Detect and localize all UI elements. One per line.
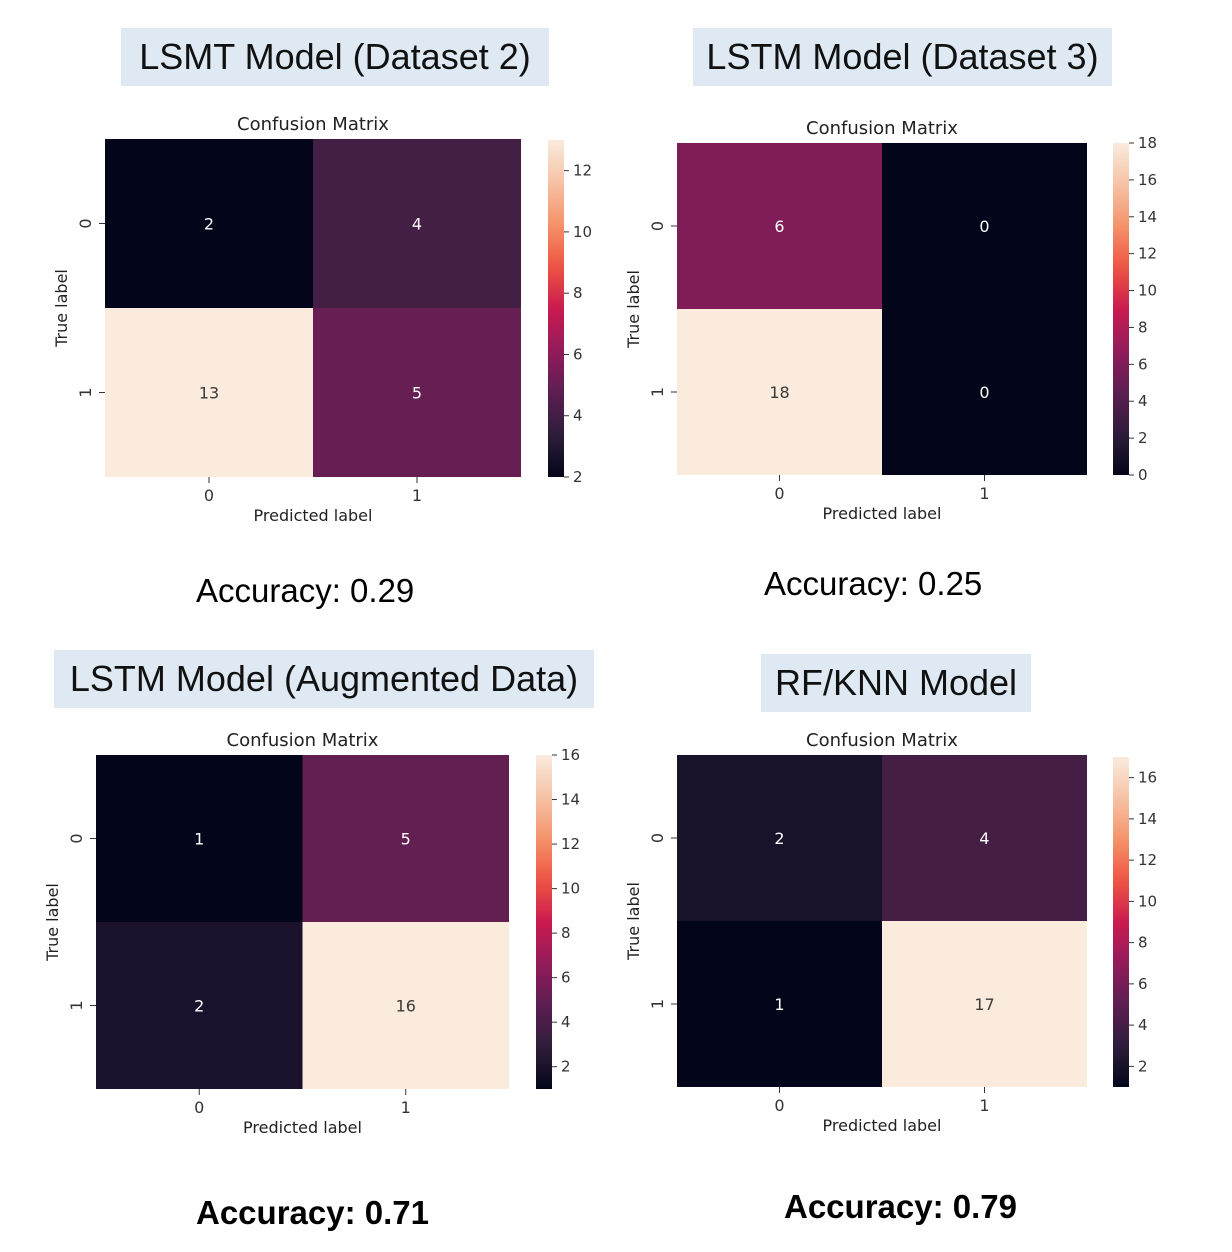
colorbar-tick-label: 2 (561, 1058, 571, 1076)
accuracy-label: Accuracy: 0.71 (196, 1194, 429, 1232)
y-tick-label: 1 (76, 387, 95, 397)
x-tick-label: 1 (412, 486, 422, 505)
chart-title: Confusion Matrix (227, 730, 379, 751)
cell-value-label: 16 (396, 997, 416, 1016)
cell-value-label: 2 (774, 829, 784, 848)
colorbar-tick-label: 8 (561, 924, 571, 942)
colorbar-tick-label: 0 (1138, 466, 1148, 484)
colorbar-tick-label: 4 (573, 407, 583, 425)
colorbar-tick-label: 4 (561, 1013, 571, 1031)
colorbar-tick-label: 4 (1138, 392, 1148, 410)
x-axis-label: Predicted label (243, 1118, 362, 1137)
accuracy-label: Accuracy: 0.29 (196, 572, 414, 610)
colorbar-tick-label: 10 (1138, 892, 1157, 910)
x-tick-label: 0 (194, 1098, 204, 1117)
colorbar-tick-label: 12 (1138, 851, 1157, 869)
colorbar-tick-label: 16 (561, 746, 580, 764)
panel-lstm-dataset-2: LSMT Model (Dataset 2) Confusion Matrix 2… (0, 0, 616, 626)
y-tick-label: 1 (67, 1000, 86, 1010)
cell-value-label: 2 (204, 215, 214, 234)
cell-value-label: 5 (401, 830, 411, 849)
cell-value-label: 6 (774, 217, 784, 236)
y-tick-label: 0 (648, 833, 667, 843)
colorbar (1113, 757, 1129, 1087)
colorbar-tick-label: 12 (561, 835, 580, 853)
colorbar-tick-label: 6 (573, 345, 583, 363)
colorbar-tick-label: 18 (1138, 134, 1157, 152)
colorbar-tick-label: 14 (1138, 810, 1157, 828)
cell-value-label: 17 (974, 995, 994, 1014)
y-axis-label: True label (624, 882, 643, 961)
y-axis-label: True label (43, 883, 62, 962)
y-axis-label: True label (52, 269, 71, 348)
colorbar-tick-label: 2 (1138, 429, 1148, 447)
chart-title: Confusion Matrix (806, 118, 958, 139)
colorbar (1113, 143, 1129, 475)
x-tick-label: 1 (401, 1098, 411, 1117)
cell-value-label: 13 (199, 384, 219, 403)
colorbar-tick-label: 8 (1138, 318, 1148, 336)
x-tick-label: 0 (204, 486, 214, 505)
x-tick-label: 0 (774, 1096, 784, 1115)
colorbar-tick-label: 12 (573, 162, 592, 180)
x-tick-label: 0 (774, 484, 784, 503)
colorbar-tick-label: 14 (1138, 208, 1157, 226)
colorbar-tick-label: 2 (1138, 1057, 1148, 1075)
x-axis-label: Predicted label (254, 506, 373, 525)
cell-value-label: 1 (194, 830, 204, 849)
colorbar-tick-label: 2 (573, 468, 583, 486)
y-tick-label: 0 (67, 833, 86, 843)
colorbar-tick-label: 14 (561, 791, 580, 809)
colorbar-tick-label: 8 (573, 284, 583, 302)
colorbar-tick-label: 8 (1138, 934, 1148, 952)
y-tick-label: 0 (648, 221, 667, 231)
y-axis-label: True label (624, 270, 643, 349)
colorbar-tick-label: 16 (1138, 769, 1157, 787)
panel-lstm-dataset-3: LSTM Model (Dataset 3) Confusion Matrix 6… (616, 0, 1232, 626)
y-tick-label: 1 (648, 999, 667, 1009)
cell-value-label: 18 (769, 383, 789, 402)
cell-value-label: 4 (979, 829, 989, 848)
colorbar-tick-label: 6 (1138, 975, 1148, 993)
cell-value-label: 2 (194, 997, 204, 1016)
y-tick-label: 0 (76, 218, 95, 228)
cell-value-label: 5 (412, 384, 422, 403)
x-axis-label: Predicted label (823, 1116, 942, 1135)
x-tick-label: 1 (979, 1096, 989, 1115)
panel-rf-knn: RF/KNN Model Confusion Matrix 2 4 1 17 0 1 0 1 Pr… (616, 626, 1232, 1252)
colorbar-tick-label: 12 (1138, 245, 1157, 263)
cell-value-label: 0 (979, 383, 989, 402)
colorbar-tick-label: 10 (561, 880, 580, 898)
colorbar-tick-label: 4 (1138, 1016, 1148, 1034)
colorbar-tick-label: 6 (561, 969, 571, 987)
accuracy-label: Accuracy: 0.25 (764, 565, 982, 603)
chart-title: Confusion Matrix (237, 114, 389, 135)
colorbar (548, 140, 564, 477)
cell-value-label: 1 (774, 995, 784, 1014)
cell-value-label: 4 (412, 215, 422, 234)
cell-value-label: 0 (979, 217, 989, 236)
x-axis-label: Predicted label (823, 504, 942, 523)
colorbar-tick-label: 16 (1138, 171, 1157, 189)
colorbar (536, 755, 552, 1089)
colorbar-tick-label: 6 (1138, 355, 1148, 373)
y-tick-label: 1 (648, 387, 667, 397)
colorbar-tick-label: 10 (1138, 282, 1157, 300)
panel-lstm-augmented: LSTM Model (Augmented Data) Confusion Ma… (0, 626, 616, 1252)
accuracy-label: Accuracy: 0.79 (784, 1188, 1017, 1226)
chart-title: Confusion Matrix (806, 730, 958, 751)
x-tick-label: 1 (979, 484, 989, 503)
colorbar-tick-label: 10 (573, 223, 592, 241)
